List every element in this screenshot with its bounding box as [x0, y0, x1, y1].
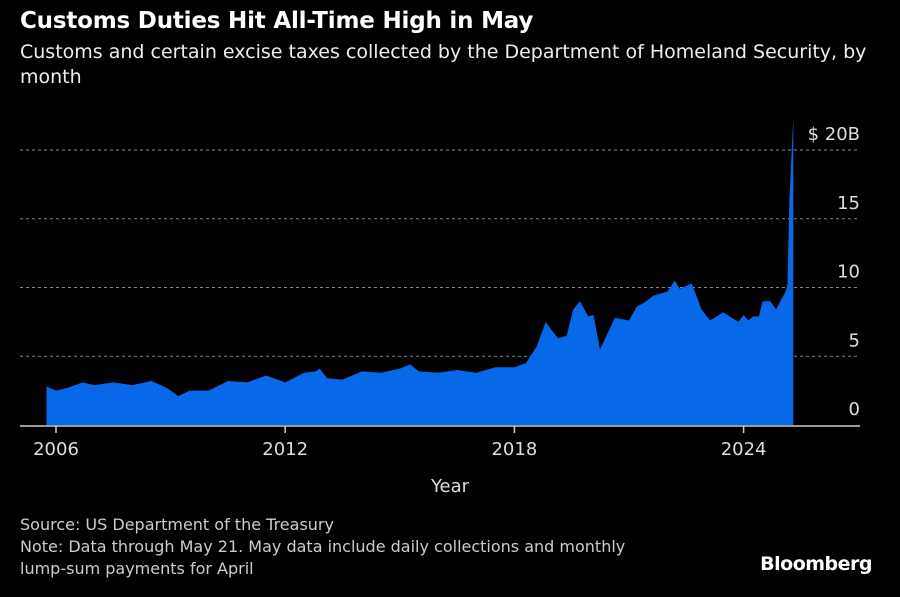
- footer: Source: US Department of the Treasury No…: [20, 514, 625, 580]
- x-tick-label: 2012: [262, 439, 308, 460]
- source-note: Source: US Department of the Treasury: [20, 515, 334, 534]
- area-series: [46, 117, 794, 425]
- y-tick-label: 5: [849, 330, 860, 351]
- y-tick-label: 15: [837, 193, 860, 214]
- x-axis-label: Year: [430, 476, 470, 497]
- data-note-line2: lump-sum payments for April: [20, 559, 254, 578]
- y-tick-label: $ 20B: [808, 124, 860, 145]
- x-tick-label: 2006: [33, 439, 79, 460]
- chart-title: Customs Duties Hit All-Time High in May: [20, 8, 534, 34]
- chart-subtitle: Customs and certain excise taxes collect…: [20, 41, 867, 88]
- y-tick-label: 10: [837, 262, 860, 283]
- y-tick-label: 0: [849, 399, 860, 420]
- x-tick-label: 2024: [721, 439, 767, 460]
- x-tick-label: 2018: [491, 439, 537, 460]
- bloomberg-logo: Bloomberg: [760, 553, 872, 575]
- data-note-line1: Note: Data through May 21. May data incl…: [20, 537, 626, 556]
